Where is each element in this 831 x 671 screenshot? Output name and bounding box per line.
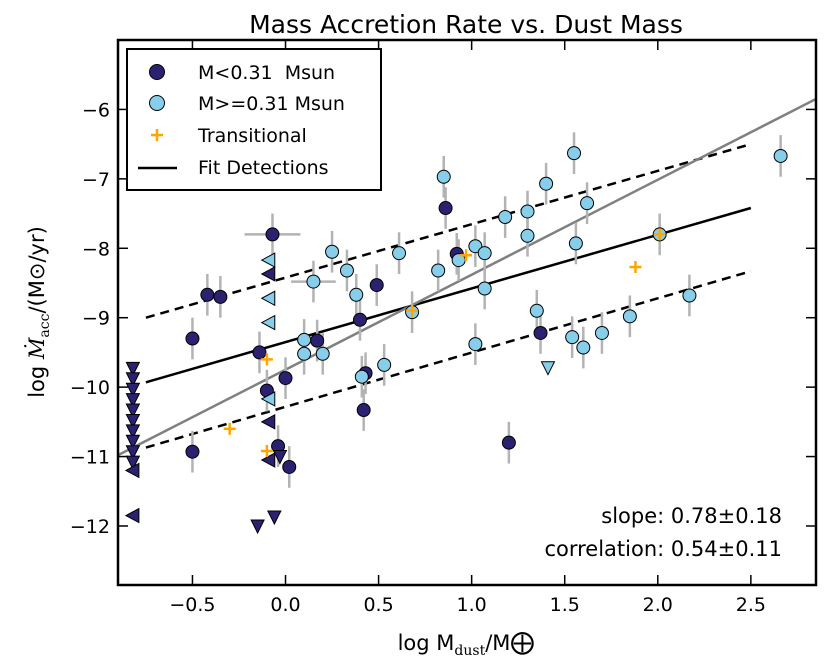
data-point [534, 326, 547, 339]
data-point [577, 341, 590, 354]
data-point [530, 304, 543, 317]
x-tick-label: −0.5 [169, 594, 215, 616]
legend: M<0.31 Msun M>=0.31 Msun Transitional Fi… [127, 49, 381, 190]
y-tick-label: −10 [70, 377, 110, 399]
data-point [201, 288, 214, 301]
correlation-annotation: correlation: 0.54±0.11 [544, 537, 782, 561]
data-point [279, 372, 292, 385]
data-point [378, 358, 391, 371]
data-point [266, 228, 279, 241]
y-tick-label: −7 [82, 169, 110, 191]
data-point [521, 229, 534, 242]
chart-title: Mass Accretion Rate vs. Dust Mass [249, 10, 683, 39]
data-point [478, 282, 491, 295]
legend-label-transitional: Transitional [197, 125, 307, 147]
data-point [186, 332, 199, 345]
legend-marker-low-mass [150, 65, 165, 80]
data-point [432, 264, 445, 277]
y-tick-label: −6 [82, 99, 110, 121]
data-point [393, 247, 406, 260]
x-tick-label: 0.5 [363, 594, 393, 616]
data-point [340, 264, 353, 277]
data-point [298, 347, 311, 360]
data-point [298, 333, 311, 346]
data-point [186, 445, 199, 458]
x-tick-label: 2.0 [643, 594, 673, 616]
x-tick-label: 0.0 [270, 594, 300, 616]
data-point [540, 177, 553, 190]
y-tick-label: −9 [82, 308, 110, 330]
data-point [353, 313, 366, 326]
data-point [623, 310, 636, 323]
data-point [214, 290, 227, 303]
data-point [478, 247, 491, 260]
data-point [355, 370, 368, 383]
data-point [370, 279, 383, 292]
y-tick-label: −11 [70, 447, 110, 469]
data-point [774, 149, 787, 162]
legend-label-fit: Fit Detections [198, 157, 329, 179]
data-point [499, 211, 512, 224]
data-point [307, 275, 320, 288]
x-tick-label: 1.5 [550, 594, 580, 616]
data-point [253, 346, 266, 359]
data-point [283, 460, 296, 473]
legend-label-low-mass: M<0.31 Msun [198, 62, 335, 84]
data-point [350, 288, 363, 301]
y-tick-label: −8 [82, 238, 110, 260]
data-point [595, 326, 608, 339]
x-tick-label: 2.5 [736, 594, 766, 616]
data-point [311, 334, 324, 347]
y-axis-label: log Ṁacc/(M⊙/yr) [25, 226, 53, 398]
y-tick-label: −12 [70, 516, 110, 538]
slope-annotation: slope: 0.78±0.18 [601, 504, 782, 528]
data-point [316, 347, 329, 360]
chart-background [0, 0, 831, 671]
data-point [439, 202, 452, 215]
data-point [502, 436, 515, 449]
data-point [581, 197, 594, 210]
data-point [683, 289, 696, 302]
data-point [521, 205, 534, 218]
legend-label-high-mass: M>=0.31 Msun [198, 93, 345, 115]
data-point [566, 331, 579, 344]
data-point [568, 147, 581, 160]
data-point [357, 404, 370, 417]
x-tick-label: 1.0 [457, 594, 487, 616]
data-point [437, 170, 450, 183]
data-point [326, 245, 339, 258]
legend-marker-high-mass [150, 96, 165, 111]
data-point [569, 237, 582, 250]
chart: Mass Accretion Rate vs. Dust Mass −0.5 0.… [0, 0, 831, 671]
data-point [469, 338, 482, 351]
